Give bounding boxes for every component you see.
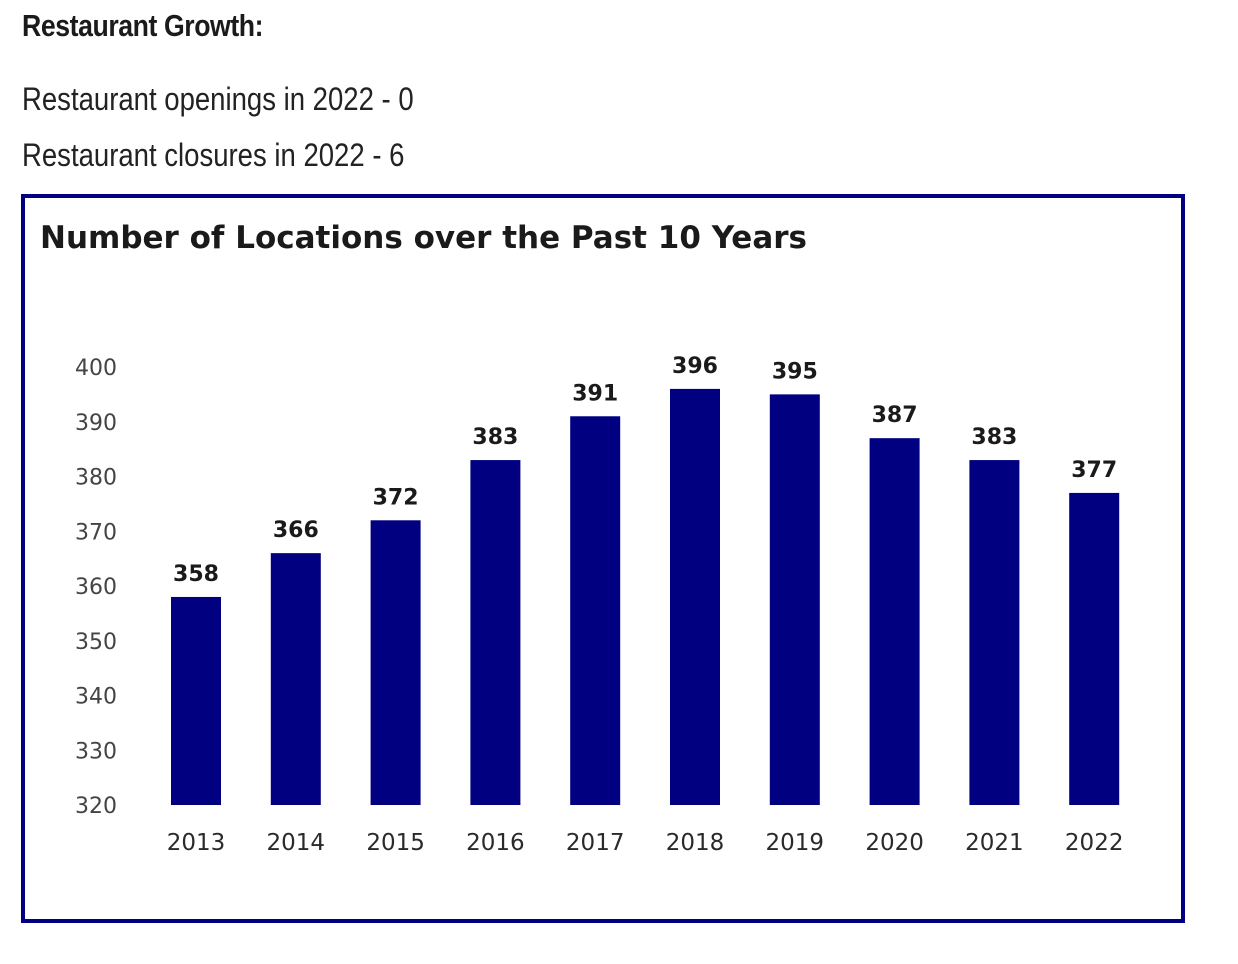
data-labels: 358 366 372 383 391 396 395 387 383 377: [173, 354, 1117, 587]
x-tick-label: 2020: [865, 830, 924, 856]
bar: [370, 520, 421, 805]
data-label: 391: [572, 381, 618, 406]
y-tick-label: 330: [75, 739, 117, 764]
y-tick-label: 340: [75, 685, 117, 710]
openings-stat: Restaurant openings in 2022 - 0: [22, 81, 414, 117]
x-tick-label: 2021: [965, 830, 1024, 856]
x-tick-label: 2017: [566, 830, 625, 856]
bar: [769, 394, 820, 805]
data-label: 383: [971, 425, 1017, 450]
x-tick-label: 2018: [666, 830, 725, 856]
x-tick-label: 2022: [1065, 830, 1124, 856]
y-tick-label: 320: [75, 794, 117, 819]
y-tick-label: 400: [75, 356, 117, 381]
section-heading: Restaurant Growth:: [22, 8, 264, 43]
data-label: 366: [273, 518, 319, 543]
bar: [270, 553, 321, 805]
data-label: 383: [472, 425, 518, 450]
bar-chart: Number of Locations over the Past 10 Yea…: [40, 220, 1124, 856]
bar: [171, 596, 221, 805]
bar: [869, 438, 920, 805]
x-tick-label: 2016: [466, 830, 525, 856]
x-tick-label: 2013: [167, 830, 226, 856]
y-axis: 320 330 340 350 360 370 380 390 400: [75, 356, 117, 819]
y-tick-label: 370: [75, 520, 117, 545]
y-tick-label: 350: [75, 630, 117, 655]
y-tick-label: 390: [75, 411, 117, 436]
x-tick-label: 2015: [366, 830, 425, 856]
bar: [570, 416, 621, 805]
x-tick-label: 2019: [766, 830, 825, 856]
x-axis: 2013 2014 2015 2016 2017 2018 2019 2020 2021 2022: [167, 830, 1124, 856]
data-label: 395: [772, 359, 818, 384]
y-tick-label: 380: [75, 466, 117, 491]
bar: [470, 460, 521, 805]
chart-title: Number of Locations over the Past 10 Yea…: [40, 220, 807, 256]
bar: [1069, 492, 1120, 805]
bar-series: [171, 388, 1120, 805]
chart-frame: Number of Locations over the Past 10 Yea…: [21, 194, 1185, 923]
bar: [969, 460, 1020, 805]
x-tick-label: 2014: [267, 830, 326, 856]
data-label: 396: [672, 354, 718, 379]
data-label: 387: [872, 403, 918, 428]
bar: [670, 388, 720, 805]
data-label: 372: [373, 485, 419, 510]
closures-stat: Restaurant closures in 2022 - 6: [22, 137, 405, 173]
data-label: 377: [1071, 458, 1117, 483]
data-label: 358: [173, 562, 219, 587]
y-tick-label: 360: [75, 575, 117, 600]
